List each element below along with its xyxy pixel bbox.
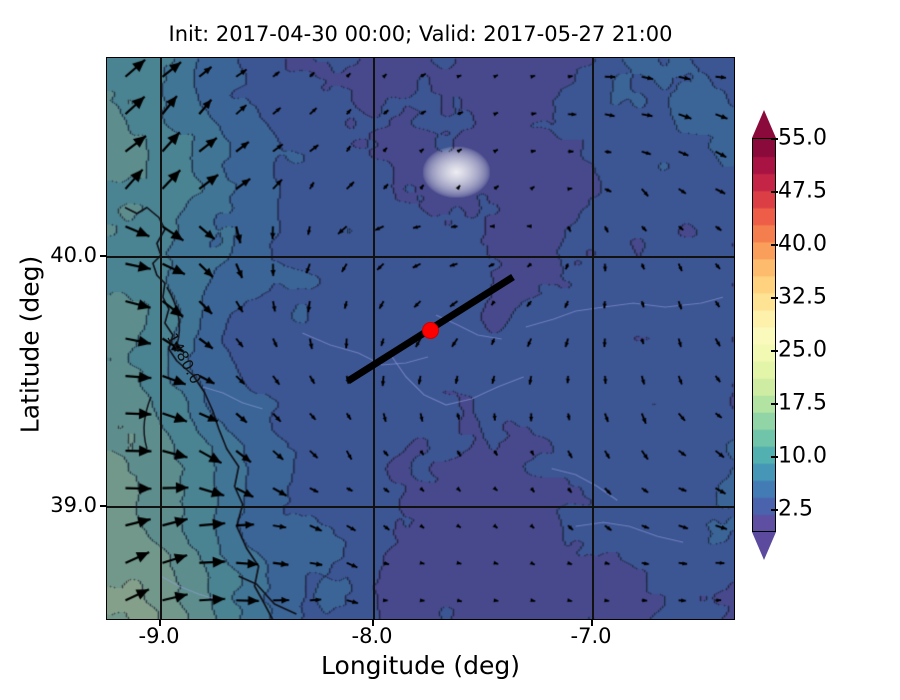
colorbar-tick-mark-25 [771, 350, 778, 352]
colorbar-gradient [752, 138, 776, 532]
ytick-label-0: 40.0 [50, 243, 97, 267]
xtick-mark-0 [159, 620, 161, 626]
map-axes[interactable]: 1480.0 [106, 57, 735, 620]
colorbar-tick-label-4: 25.0 [778, 337, 827, 363]
cross-section-line [346, 274, 515, 384]
colorbar-tick-mark-10 [771, 456, 778, 458]
plot-title: Init: 2017-04-30 00:00; Valid: 2017-05-2… [168, 22, 673, 46]
xtick-label-2: -7.0 [570, 624, 612, 648]
y-axis-label: Latitude (deg) [15, 255, 45, 434]
colorbar-tick-label-0: 55.0 [778, 125, 827, 151]
colorbar-extend-top-arrow [752, 110, 776, 138]
colorbar-extend-bottom-arrow [752, 532, 776, 560]
colorbar-tick-mark-32 [771, 297, 778, 299]
gridline-horizontal-39 [107, 506, 734, 508]
colorbar-tick-mark-55 [771, 138, 778, 140]
colorbar[interactable] [752, 110, 776, 560]
colorbar-tick-label-5: 17.5 [778, 390, 827, 416]
colorbar-tick-label-3: 32.5 [778, 284, 827, 310]
ytick-mark-1 [100, 505, 106, 507]
station-marker[interactable] [422, 322, 439, 339]
colorbar-tick-label-2: 40.0 [778, 231, 827, 257]
xtick-mark-2 [591, 620, 593, 626]
gridline-vertical-minus7 [592, 58, 594, 619]
ytick-mark-0 [100, 255, 106, 257]
xtick-mark-1 [372, 620, 374, 626]
gridline-horizontal-40 [107, 256, 734, 258]
colorbar-tick-mark-47 [771, 191, 778, 193]
xtick-label-1: -8.0 [351, 624, 393, 648]
gridline-vertical-minus8 [373, 58, 375, 619]
colorbar-tick-mark-17 [771, 403, 778, 405]
colorbar-tick-label-7: 2.5 [778, 496, 813, 522]
colorbar-tick-mark-40 [771, 244, 778, 246]
colorbar-tick-mark-2 [771, 509, 778, 511]
ytick-label-1: 39.0 [50, 493, 97, 517]
xtick-label-0: -9.0 [138, 624, 180, 648]
x-axis-label: Longitude (deg) [321, 651, 520, 680]
colorbar-tick-label-6: 10.0 [778, 443, 827, 469]
colorbar-tick-label-1: 47.5 [778, 178, 827, 204]
gridline-vertical-minus9 [160, 58, 162, 619]
colorbar-canvas [753, 139, 775, 531]
